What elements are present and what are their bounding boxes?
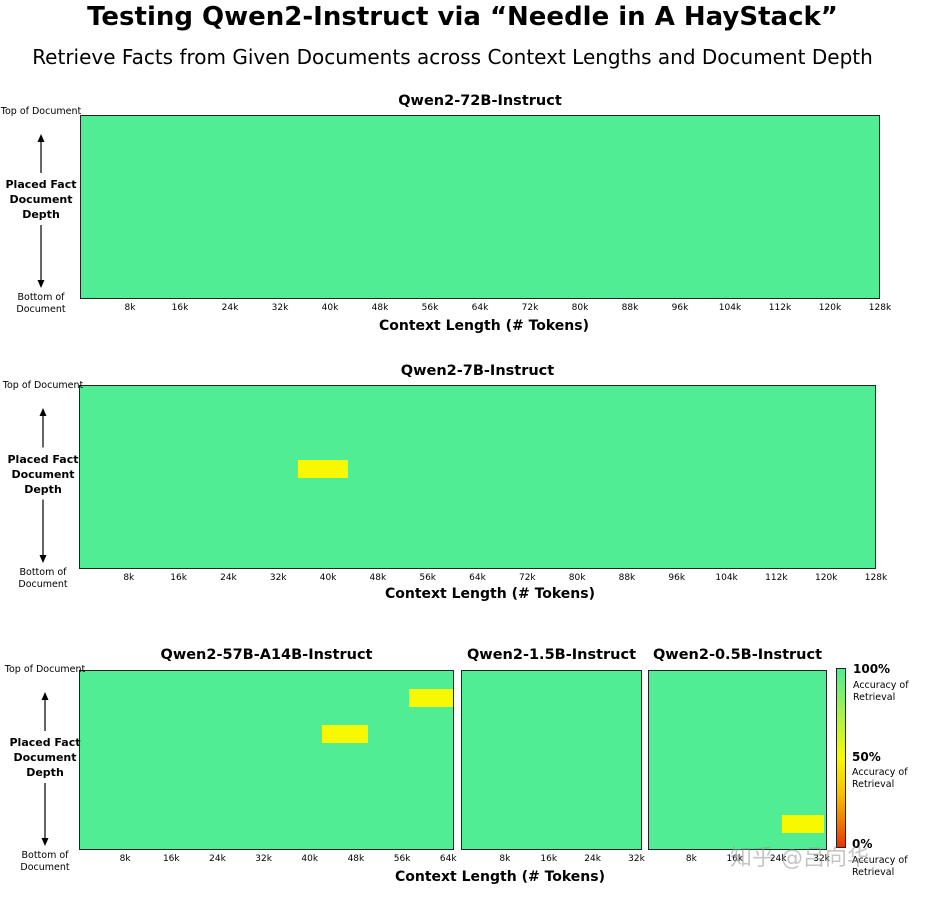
up-arrow-head: [41, 692, 49, 700]
down-arrow-head: [37, 280, 45, 288]
x-tick-label: 16k: [162, 854, 180, 864]
x-tick-label: 128k: [868, 303, 892, 313]
heatmap-panel: [79, 385, 876, 569]
x-tick-label: 24k: [221, 303, 239, 313]
x-axis-label: Context Length (# Tokens): [378, 318, 590, 334]
y-axis-top-label: Top of Document: [2, 380, 84, 391]
colorbar-low-label: Accuracy of Retrieval: [852, 855, 908, 878]
x-tick-label: 88k: [618, 573, 636, 583]
heatmap-cell-low-accuracy: [781, 815, 825, 833]
chart-subtitle: Retrieve Facts from Given Documents acro…: [32, 45, 873, 69]
x-tick-label: 32k: [255, 854, 272, 864]
watermark: 知乎 @吕向华: [730, 846, 869, 871]
down-arrow-head: [41, 838, 49, 846]
heatmap-panel: [80, 115, 880, 299]
x-tick-label: 24k: [220, 573, 237, 583]
x-tick-label: 56k: [421, 303, 439, 313]
x-tick-label: 112k: [765, 573, 788, 583]
colorbar-mid-label: Accuracy of Retrieval: [852, 767, 908, 790]
colorbar-low-pct: 0%: [852, 837, 873, 851]
x-axis-label: Context Length (# Tokens): [394, 869, 606, 885]
colorbar-high-label: Accuracy of Retrieval: [853, 680, 909, 703]
heatmap-title: Qwen2-57B-A14B-Instruct: [160, 647, 373, 663]
x-tick-label: 8k: [499, 854, 511, 864]
x-tick-label: 24k: [769, 854, 787, 864]
x-tick-label: 72k: [518, 573, 536, 583]
x-tick-label: 40k: [301, 854, 319, 864]
x-tick-label: 48k: [369, 573, 387, 583]
colorbar-high-pct: 100%: [853, 662, 891, 676]
y-axis-top-label: Top of Document: [4, 664, 86, 675]
x-tick-label: 64k: [469, 573, 486, 583]
x-tick-label: 120k: [818, 303, 842, 313]
up-arrow-head: [37, 134, 45, 142]
x-tick-label: 8k: [685, 854, 697, 864]
x-tick-label: 16k: [540, 854, 558, 864]
x-tick-label: 72k: [521, 303, 539, 313]
x-tick-label: 96k: [671, 303, 689, 313]
x-tick-label: 88k: [621, 303, 639, 313]
x-tick-label: 8k: [124, 303, 136, 313]
x-tick-label: 112k: [768, 303, 792, 313]
x-tick-label: 24k: [209, 854, 226, 864]
y-axis-bottom-label: Bottom of Document: [20, 850, 70, 873]
heatmap-cell-low-accuracy: [322, 725, 369, 743]
y-axis-label: Placed Fact Document Depth: [7, 452, 79, 496]
heatmap-title: Qwen2-0.5B-Instruct: [652, 647, 823, 663]
heatmap-title: Qwen2-72B-Instruct: [398, 93, 562, 109]
down-arrow-head: [39, 555, 47, 563]
x-tick-label: 32k: [813, 854, 830, 864]
x-tick-label: 104k: [718, 303, 742, 313]
x-tick-label: 128k: [864, 573, 888, 583]
heatmap-title: Qwen2-7B-Instruct: [400, 363, 555, 379]
y-axis-arrows: [37, 134, 45, 288]
x-tick-label: 16k: [726, 854, 744, 864]
heatmap-cell-low-accuracy: [297, 459, 348, 478]
x-tick-label: 80k: [568, 573, 586, 583]
heatmap-panel: [648, 670, 827, 850]
x-tick-label: 32k: [628, 854, 645, 864]
y-axis-bottom-label: Bottom of Document: [18, 567, 68, 590]
heatmap-panel: [461, 670, 642, 850]
chart-title: Testing Qwen2-Instruct via “Needle in A …: [87, 2, 838, 32]
y-axis-arrows: [39, 408, 47, 563]
x-tick-label: 32k: [269, 573, 287, 583]
x-tick-label: 8k: [123, 573, 135, 583]
y-axis-label: Placed Fact Document Depth: [9, 736, 81, 779]
x-tick-label: 64k: [471, 303, 489, 313]
x-tick-label: 56k: [419, 573, 437, 583]
x-tick-label: 80k: [571, 303, 589, 313]
x-tick-label: 48k: [347, 854, 365, 864]
x-tick-label: 48k: [371, 303, 389, 313]
x-axis-label: Context Length (# Tokens): [384, 586, 596, 602]
x-tick-label: 40k: [321, 303, 339, 313]
y-axis-top-label: Top of Document: [0, 106, 82, 117]
colorbar-mid-pct: 50%: [852, 750, 881, 764]
heatmap-title: Qwen2-1.5B-Instruct: [466, 647, 637, 663]
x-tick-label: 16k: [170, 573, 187, 583]
heatmap-panel: [79, 670, 454, 850]
colorbar: [836, 668, 846, 848]
x-tick-label: 32k: [271, 303, 289, 313]
x-tick-label: 64k: [439, 854, 457, 864]
x-tick-label: 40k: [319, 573, 337, 583]
x-tick-label: 120k: [814, 573, 838, 583]
x-tick-label: 56k: [393, 854, 411, 864]
up-arrow-head: [39, 408, 47, 416]
y-axis-bottom-label: Bottom of Document: [16, 292, 66, 315]
x-tick-label: 8k: [119, 854, 131, 864]
x-tick-label: 104k: [715, 573, 738, 583]
x-tick-label: 16k: [171, 303, 189, 313]
y-axis-arrows: [41, 692, 49, 846]
x-tick-label: 24k: [584, 854, 601, 864]
y-axis-label: Placed Fact Document Depth: [5, 178, 77, 221]
heatmap-cell-low-accuracy: [408, 689, 453, 707]
x-tick-label: 96k: [668, 573, 686, 583]
